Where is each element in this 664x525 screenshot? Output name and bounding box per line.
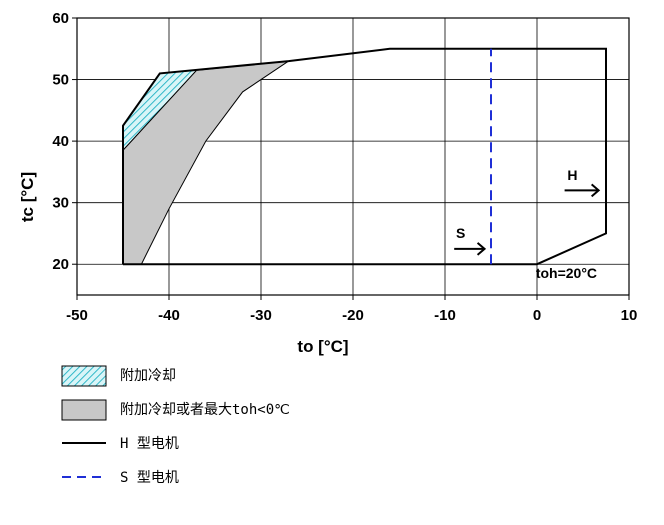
- x-tick-label: -50: [66, 307, 88, 324]
- x-tick-label: -10: [434, 307, 456, 324]
- x-tick-label: -40: [158, 307, 180, 324]
- x-tick-label: 0: [533, 307, 541, 324]
- y-tick-label: 60: [52, 10, 69, 27]
- x-axis-label: to [°C]: [297, 337, 348, 356]
- legend-label: 附加冷却或者最大toh<0℃: [120, 402, 290, 418]
- legend-swatch-gray: [61, 399, 107, 421]
- legend-label: S 型电机: [120, 470, 179, 486]
- legend-label: H 型电机: [120, 436, 179, 452]
- y-tick-label: 40: [52, 133, 69, 150]
- annotations: toh=20°C H S: [454, 167, 601, 281]
- y-axis-label: tc [°C]: [18, 172, 37, 222]
- legend-swatch-hatched: [61, 365, 107, 387]
- x-tick-label: 10: [621, 307, 638, 324]
- tick-labels: -50 -40 -30 -20 -10 0 10 20 30 40 50 60: [52, 10, 637, 324]
- legend-label: 附加冷却: [120, 368, 176, 384]
- y-tick-label: 30: [52, 195, 69, 212]
- x-tick-label: -20: [342, 307, 364, 324]
- annotation-label: H: [567, 167, 577, 183]
- annotation-label: toh=20°C: [536, 265, 597, 281]
- x-tick-label: -30: [250, 307, 272, 324]
- h-envelope-line: [122, 47, 607, 266]
- axis-labels: to [°C] tc [°C]: [18, 172, 349, 356]
- series-lines: [122, 47, 607, 266]
- annotation-arrow-head: [590, 183, 601, 198]
- y-tick-label: 50: [52, 72, 69, 89]
- annotation-label: S: [456, 225, 465, 241]
- y-tick-label: 20: [52, 256, 69, 273]
- gray-region: [122, 60, 289, 265]
- annotation-arrow-head: [476, 242, 487, 256]
